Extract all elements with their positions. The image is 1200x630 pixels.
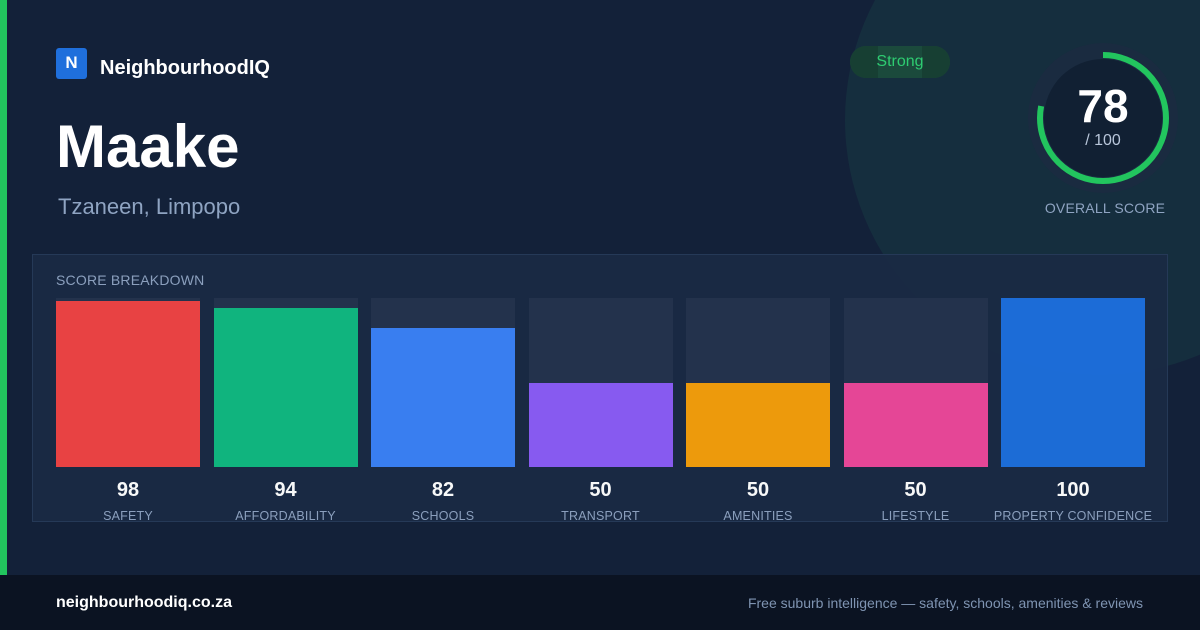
bar-affordability bbox=[213, 308, 358, 467]
bar-value-lifestyle: 50 bbox=[904, 479, 927, 501]
bar-label-property-confidence: PROPERTY CONFIDENCE bbox=[993, 509, 1153, 523]
bar-track-amenities bbox=[686, 298, 830, 467]
bar-track-safety bbox=[56, 298, 200, 467]
suburb-location: Tzaneen, Limpopo bbox=[58, 194, 241, 219]
brand[interactable]: N NeighbourhoodIQ bbox=[56, 46, 270, 80]
bar-amenities bbox=[686, 382, 830, 467]
bar-label-schools: SCHOOLS bbox=[411, 509, 475, 523]
bar-value-transport: 50 bbox=[589, 479, 612, 501]
suburb-name: Maake bbox=[56, 113, 240, 180]
bar-track-lifestyle bbox=[843, 298, 988, 467]
bar-track-transport bbox=[528, 298, 673, 467]
logo-icon: N bbox=[56, 47, 87, 79]
bar-property-confidence bbox=[1001, 298, 1145, 467]
score-breakdown-panel: SCORE BREAKDOWN 98 SAFETY 94 AFFORDABILITY 8… bbox=[32, 254, 1168, 523]
footer-tagline: Free suburb intelligence — safety, schoo… bbox=[747, 595, 1143, 611]
overall-score-label: OVERALL SCORE bbox=[1044, 200, 1166, 216]
brand-name: NeighbourhoodIQ bbox=[100, 57, 270, 79]
bar-label-safety: SAFETY bbox=[103, 509, 153, 523]
overall-score-value: 78 bbox=[1077, 80, 1129, 132]
bar-lifestyle bbox=[843, 382, 988, 467]
footer-link[interactable]: neighbourhoodiq.co.za bbox=[56, 594, 232, 611]
score-breakdown-title: SCORE BREAKDOWN bbox=[56, 272, 205, 288]
bar-value-affordability: 94 bbox=[274, 479, 297, 501]
bar-track-schools bbox=[371, 298, 515, 467]
bar-track-affordability bbox=[213, 298, 358, 467]
bar-value-property-confidence: 100 bbox=[1056, 479, 1090, 501]
gauge-ring bbox=[1028, 43, 1178, 193]
bar-value-schools: 82 bbox=[431, 479, 455, 501]
bar-transport bbox=[528, 382, 673, 467]
bar-value-amenities: 50 bbox=[746, 479, 770, 501]
overall-score-max: / 100 bbox=[1085, 132, 1121, 149]
accent-bar bbox=[0, 0, 7, 575]
bar-value-safety: 98 bbox=[116, 479, 140, 501]
rating-badge: Strong bbox=[850, 46, 950, 78]
bar-label-amenities: AMENITIES bbox=[723, 509, 793, 523]
footer: neighbourhoodiq.co.za Free suburb intell… bbox=[0, 575, 1200, 630]
bar-safety bbox=[56, 301, 200, 467]
rating-badge-label: Strong bbox=[876, 53, 924, 70]
hero-section: N NeighbourhoodIQ Maake Tzaneen, Limpopo… bbox=[0, 0, 1200, 575]
overall-score-gauge: 78 / 100 bbox=[1028, 43, 1178, 193]
bar-label-affordability: AFFORDABILITY bbox=[235, 509, 336, 523]
bar-label-transport: TRANSPORT bbox=[561, 509, 640, 523]
gauge-arc bbox=[1037, 52, 1169, 184]
bar-schools bbox=[371, 328, 515, 467]
bar-track-property-confidence bbox=[1001, 298, 1145, 467]
bar-label-lifestyle: LIFESTYLE bbox=[881, 509, 950, 523]
